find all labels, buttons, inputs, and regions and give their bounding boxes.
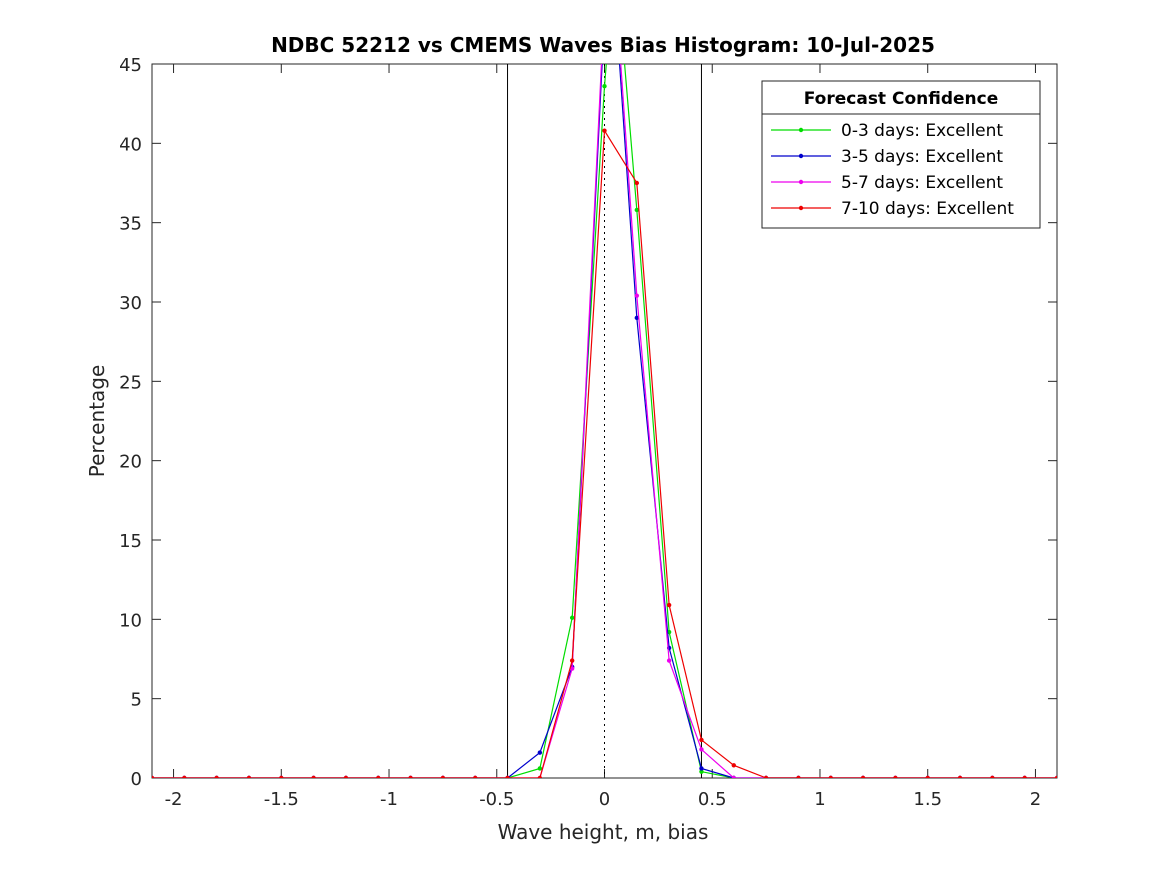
y-tick-label: 20 (119, 452, 142, 473)
series-point-3 (152, 775, 155, 778)
series-point-3 (860, 775, 866, 778)
series-point-0 (569, 615, 575, 620)
legend-entry-label: 0-3 days: Excellent (841, 121, 1003, 141)
series-point-3 (473, 775, 478, 778)
y-tick-label: 5 (131, 690, 142, 711)
y-tick-label: 10 (119, 610, 142, 631)
series-point-3 (279, 775, 284, 778)
series-point-2 (569, 666, 575, 671)
series-point-3 (1054, 775, 1057, 778)
y-tick-label: 15 (119, 531, 142, 552)
series-point-3 (311, 775, 316, 778)
x-axis-label: Wave height, m, bias (498, 820, 709, 844)
series-point-3 (214, 775, 219, 778)
x-tick-label: 1 (814, 789, 825, 810)
series-point-1 (634, 315, 640, 321)
y-tick-label: 30 (119, 293, 142, 314)
legend: Forecast Confidence 0-3 days: Excellent 3-… (761, 80, 1041, 229)
x-tick-label: -0.5 (479, 789, 514, 810)
x-tick-label: -1.5 (264, 789, 299, 810)
series-point-3 (602, 128, 607, 133)
x-tick-label: 2 (1030, 789, 1041, 810)
series-point-0 (634, 207, 640, 213)
series-point-3 (246, 775, 252, 778)
series-point-2 (634, 293, 640, 298)
series-point-2 (666, 658, 672, 663)
series-point-3 (569, 658, 575, 663)
series-point-0 (537, 766, 543, 771)
y-tick-label: 25 (119, 372, 142, 393)
series-point-1 (699, 766, 704, 771)
series-point-3 (440, 775, 446, 778)
series-point-3 (957, 775, 963, 778)
series-point-3 (666, 602, 672, 608)
y-axis-label: Percentage (85, 365, 109, 478)
series-point-3 (634, 180, 640, 186)
x-tick-label: -1 (380, 789, 398, 810)
legend-entry-label: 3-5 days: Excellent (841, 147, 1003, 167)
chart-title: NDBC 52212 vs CMEMS Waves Bias Histogram… (271, 33, 935, 57)
legend-box (761, 80, 1041, 229)
series-point-3 (376, 775, 381, 778)
series-point-1 (537, 750, 543, 755)
series-point-3 (505, 775, 510, 778)
x-tick-label: 1.5 (913, 789, 942, 810)
series-point-2 (699, 747, 704, 752)
series-point-3 (796, 775, 801, 778)
legend-swatch-marker (798, 179, 804, 185)
series-point-0 (699, 769, 704, 774)
series-point-3 (699, 737, 704, 743)
y-tick-label: 40 (119, 134, 142, 155)
y-tick-label: 35 (119, 214, 142, 235)
series-point-3 (763, 775, 769, 778)
legend-entry-label: 5-7 days: Excellent (841, 173, 1003, 193)
series-point-3 (1022, 775, 1027, 778)
series-point-0 (602, 84, 607, 89)
series-point-3 (182, 775, 187, 778)
series-point-3 (408, 775, 413, 778)
legend-swatch-marker (798, 127, 804, 133)
legend-swatch-marker (798, 153, 804, 159)
series-group (152, 64, 1057, 778)
series-point-3 (990, 775, 995, 778)
x-tick-label: 0.5 (698, 789, 727, 810)
legend-swatch-marker (798, 205, 804, 211)
series-point-3 (537, 775, 543, 778)
x-tick-label: -2 (165, 789, 183, 810)
series-point-3 (828, 775, 833, 778)
y-tick-label: 0 (131, 769, 142, 790)
series-point-3 (925, 775, 930, 778)
series-point-3 (343, 775, 349, 778)
y-tick-label: 45 (119, 55, 142, 76)
legend-title: Forecast Confidence (804, 89, 999, 109)
series-point-3 (731, 763, 736, 768)
series-point-2 (731, 775, 736, 778)
x-tick-label: 0 (599, 789, 610, 810)
series-point-3 (893, 775, 898, 778)
legend-entry-label: 7-10 days: Excellent (841, 199, 1014, 219)
